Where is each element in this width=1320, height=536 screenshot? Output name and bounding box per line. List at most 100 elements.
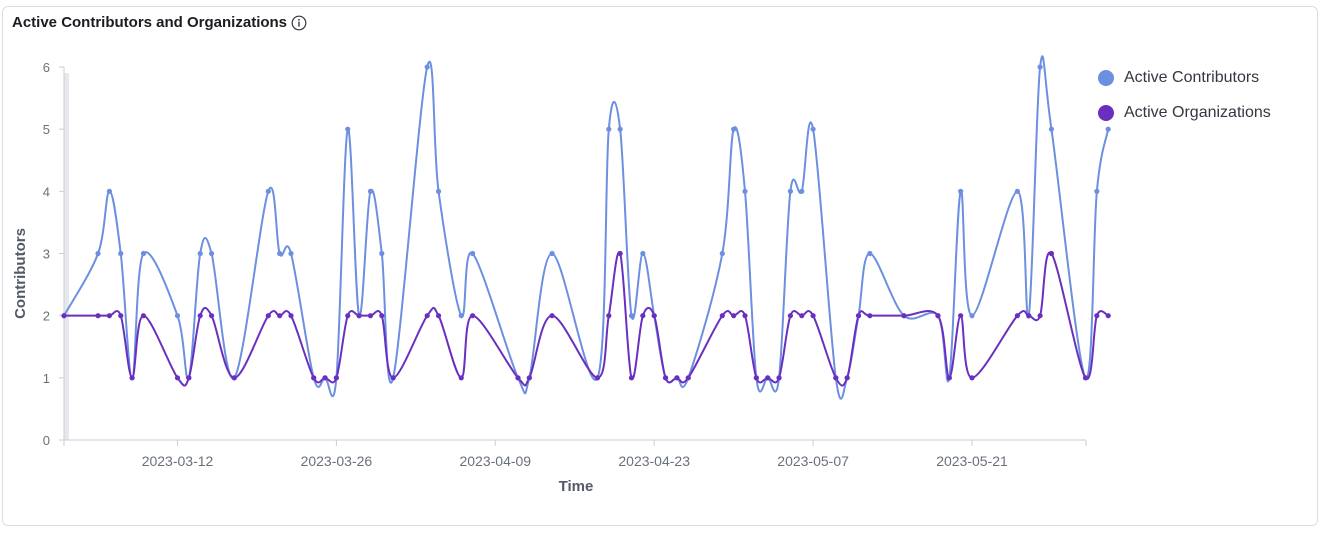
legend-item-organizations[interactable]: Active Organizations [1098, 95, 1271, 130]
x-tick-label: 2023-04-09 [459, 453, 531, 469]
data-point-contributors [606, 126, 612, 132]
data-point-organizations [628, 375, 635, 381]
data-point-organizations [265, 313, 271, 319]
x-axis-title: Time [559, 478, 594, 495]
data-point-contributors [197, 250, 203, 257]
data-point-organizations [1094, 313, 1100, 319]
data-point-organizations [969, 375, 975, 381]
y-tick-label: 4 [43, 184, 50, 199]
y-axis-title: Contributors [12, 228, 29, 319]
data-point-contributors [958, 188, 964, 194]
data-point-organizations [958, 313, 964, 319]
data-point-contributors [810, 126, 816, 132]
data-point-organizations [1048, 250, 1055, 257]
data-point-organizations [435, 313, 442, 319]
data-point-contributors [1048, 126, 1055, 132]
info-icon[interactable] [291, 15, 307, 31]
data-point-contributors [867, 250, 873, 257]
y-tick-label: 2 [43, 309, 50, 324]
data-point-contributors [719, 250, 725, 257]
data-point-contributors [367, 188, 374, 194]
panel-title: Active Contributors and Organizations [12, 14, 288, 31]
data-point-organizations [594, 375, 601, 381]
x-tick-label: 2023-03-12 [142, 453, 214, 469]
data-point-contributors [640, 250, 646, 257]
data-point-contributors [787, 188, 794, 194]
data-point-organizations [288, 313, 294, 319]
data-point-organizations [311, 375, 317, 381]
legend-label-contributors: Active Contributors [1124, 68, 1260, 86]
y-tick-label: 1 [43, 371, 50, 386]
data-point-organizations [129, 375, 135, 381]
data-point-organizations [322, 375, 328, 381]
data-point-organizations [935, 313, 941, 319]
legend-label-organizations: Active Organizations [1124, 103, 1271, 121]
data-point-contributors [424, 64, 430, 70]
data-point-organizations [379, 313, 385, 319]
y-tick-label: 5 [43, 122, 50, 137]
data-point-organizations [458, 375, 464, 381]
legend-swatch-contributors [1098, 69, 1114, 86]
data-point-organizations [106, 313, 112, 319]
data-point-organizations [231, 375, 237, 381]
data-point-contributors [118, 250, 124, 257]
data-point-organizations [197, 313, 203, 319]
data-point-organizations [799, 313, 805, 319]
data-point-organizations [1105, 313, 1111, 319]
data-point-contributors [435, 188, 442, 194]
x-tick-label: 2023-04-23 [618, 453, 690, 469]
data-point-organizations [549, 313, 555, 319]
data-point-organizations [844, 375, 850, 381]
data-point-contributors [1094, 188, 1100, 194]
data-point-contributors [140, 250, 147, 257]
data-point-contributors [95, 250, 101, 257]
y-tick-label: 6 [43, 60, 50, 75]
data-point-contributors [288, 250, 294, 257]
data-point-contributors [617, 126, 623, 132]
data-point-organizations [526, 375, 532, 381]
data-point-organizations [95, 313, 101, 319]
data-point-organizations [333, 375, 339, 381]
data-point-organizations [731, 313, 737, 319]
data-point-contributors [1014, 188, 1021, 194]
data-point-organizations [787, 313, 794, 319]
data-point-organizations [277, 313, 283, 319]
data-point-organizations [867, 313, 873, 319]
data-point-organizations [208, 313, 215, 319]
data-point-organizations [186, 375, 192, 381]
data-point-organizations [515, 375, 521, 381]
data-point-contributors [208, 250, 215, 257]
data-point-organizations [685, 375, 691, 381]
data-point-contributors [265, 188, 271, 194]
data-point-contributors [174, 313, 181, 319]
data-point-organizations [662, 375, 669, 381]
data-point-organizations [118, 313, 124, 319]
chart-legend: Active Contributors Active Organizations [1098, 60, 1271, 130]
data-point-contributors [458, 313, 464, 319]
x-tick-label: 2023-03-26 [301, 453, 373, 469]
y-axis-band [64, 73, 69, 440]
x-tick-label: 2023-05-21 [936, 453, 1008, 469]
panel-title-row: Active Contributors and Organizations [12, 14, 307, 31]
data-point-organizations [470, 313, 476, 319]
data-point-organizations [640, 313, 646, 319]
data-point-contributors [742, 188, 748, 194]
data-point-organizations [390, 375, 396, 381]
data-point-organizations [946, 375, 952, 381]
legend-item-contributors[interactable]: Active Contributors [1098, 60, 1271, 95]
data-point-contributors [345, 126, 351, 132]
data-point-organizations [855, 313, 862, 319]
data-point-organizations [367, 313, 374, 319]
data-point-organizations [674, 375, 680, 381]
data-point-organizations [1037, 313, 1043, 319]
data-point-organizations [765, 375, 771, 381]
legend-swatch-organizations [1098, 104, 1114, 121]
data-point-organizations [1082, 375, 1089, 381]
data-point-contributors [628, 313, 635, 319]
data-point-contributors [106, 188, 112, 194]
data-point-contributors [1037, 64, 1043, 70]
data-point-organizations [356, 313, 362, 319]
data-point-organizations [140, 313, 147, 319]
data-point-contributors [1105, 126, 1111, 132]
